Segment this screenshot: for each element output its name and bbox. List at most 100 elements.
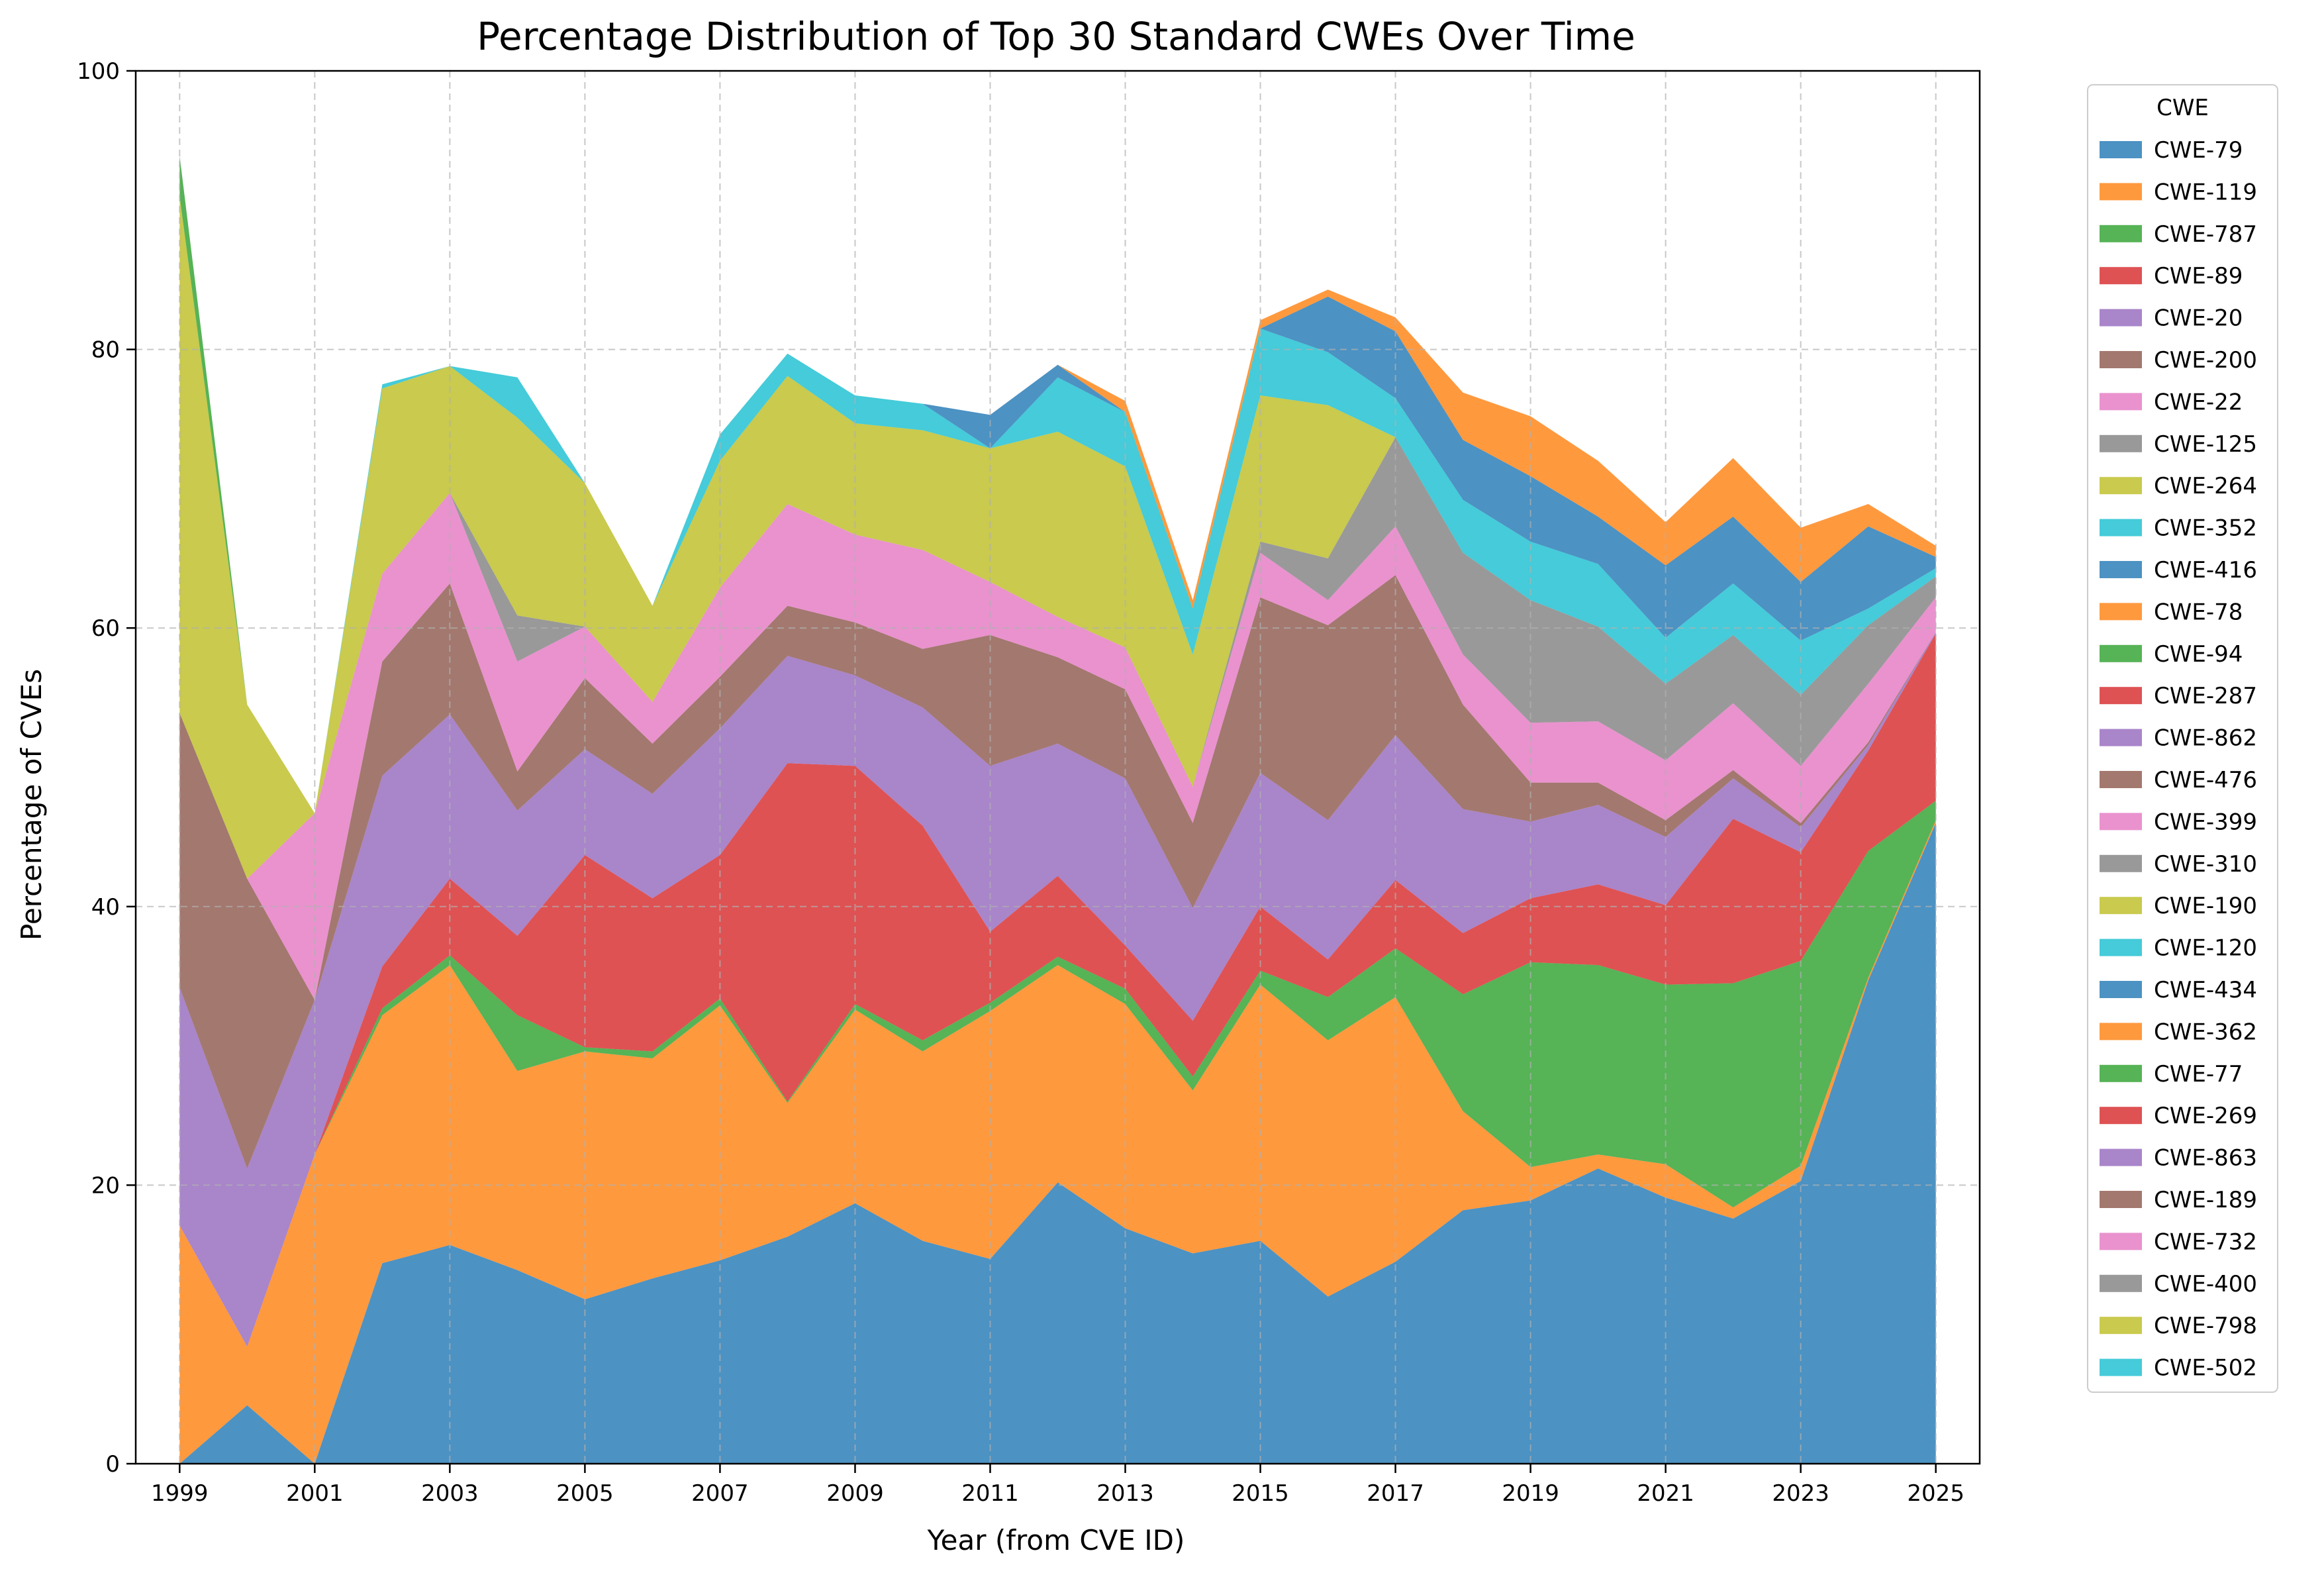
legend-swatch xyxy=(2100,1358,2142,1376)
x-tick-label: 2007 xyxy=(691,1480,749,1507)
y-tick-label: 80 xyxy=(91,337,120,364)
legend-label: CWE-863 xyxy=(2154,1145,2257,1172)
legend-swatch xyxy=(2100,1148,2142,1166)
x-tick-label: 2015 xyxy=(1232,1480,1289,1507)
legend-label: CWE-400 xyxy=(2154,1271,2257,1297)
x-tick-label: 2011 xyxy=(961,1480,1019,1507)
x-tick-label: 2019 xyxy=(1502,1480,1559,1507)
legend-label: CWE-287 xyxy=(2154,683,2257,709)
plot-frame xyxy=(134,70,1981,1465)
legend-swatch xyxy=(2100,771,2142,788)
legend-label: CWE-434 xyxy=(2154,977,2257,1003)
legend-label: CWE-20 xyxy=(2154,305,2243,332)
legend-swatch xyxy=(2100,1233,2142,1250)
legend: CWE CWE-79 CWE-119 CWE-787 CWE-89 CWE-20 CWE-2… xyxy=(2087,84,2278,1393)
y-tick-label: 20 xyxy=(91,1172,120,1199)
legend-swatch xyxy=(2100,141,2142,158)
legend-label: CWE-264 xyxy=(2154,473,2257,499)
x-tick-label: 2005 xyxy=(556,1480,614,1507)
legend-swatch xyxy=(2100,225,2142,242)
legend-label: CWE-399 xyxy=(2154,809,2257,835)
legend-label: CWE-120 xyxy=(2154,935,2257,962)
legend-label: CWE-862 xyxy=(2154,725,2257,752)
x-tick-label: 2023 xyxy=(1772,1480,1829,1507)
legend-swatch xyxy=(2100,687,2142,705)
x-axis-label: Year (from CVE ID) xyxy=(927,1524,1185,1556)
area-cwe-79 xyxy=(179,823,1936,1464)
area-cwe-264 xyxy=(179,196,1936,879)
legend-swatch xyxy=(2100,981,2142,998)
legend-label: CWE-78 xyxy=(2154,599,2243,625)
legend-swatch xyxy=(2100,938,2142,956)
x-axis: 1999 2001 2003 2005 2007 2009 2011 2013 2015 2017… xyxy=(151,1464,1964,1507)
x-tick-label: 2021 xyxy=(1637,1480,1694,1507)
y-tick-label: 0 xyxy=(105,1451,120,1478)
x-tick-label: 2003 xyxy=(421,1480,479,1507)
legend-title: CWE xyxy=(2156,95,2209,121)
legend-swatch xyxy=(2100,1191,2142,1208)
legend-swatch xyxy=(2100,183,2142,201)
area-cwe-20 xyxy=(179,632,1936,1347)
area-cwe-125 xyxy=(179,437,1936,879)
x-tick-label: 2017 xyxy=(1367,1480,1424,1507)
legend-swatch xyxy=(2100,309,2142,327)
area-cwe-119 xyxy=(179,820,1936,1464)
legend-swatch xyxy=(2100,813,2142,831)
y-tick-label: 100 xyxy=(77,58,120,85)
legend-label: CWE-798 xyxy=(2154,1313,2257,1339)
legend-label: CWE-94 xyxy=(2154,641,2243,668)
legend-label: CWE-22 xyxy=(2154,389,2243,415)
legend-label: CWE-310 xyxy=(2154,851,2257,878)
y-tick-label: 40 xyxy=(91,894,120,921)
legend-label: CWE-190 xyxy=(2154,893,2257,919)
legend-swatch xyxy=(2100,729,2142,746)
area-cwe-787 xyxy=(179,801,1936,1347)
legend-swatch xyxy=(2100,434,2142,452)
legend-label: CWE-416 xyxy=(2154,557,2257,583)
legend-swatch xyxy=(2100,519,2142,536)
legend-label: CWE-77 xyxy=(2154,1061,2243,1088)
chart-title: Percentage Distribution of Top 30 Standa… xyxy=(477,14,1635,59)
legend-label: CWE-119 xyxy=(2154,179,2257,205)
legend-label: CWE-89 xyxy=(2154,263,2243,289)
legend-label: CWE-362 xyxy=(2154,1019,2257,1045)
area-cwe-89 xyxy=(179,633,1936,1347)
legend-label: CWE-200 xyxy=(2154,347,2257,374)
legend-label: CWE-352 xyxy=(2154,515,2257,542)
legend-swatch xyxy=(2100,561,2142,578)
area-cwe-200 xyxy=(179,575,1936,1169)
legend-swatch xyxy=(2100,1064,2142,1082)
legend-label: CWE-787 xyxy=(2154,221,2257,248)
legend-label: CWE-476 xyxy=(2154,767,2257,793)
x-tick-label: 2013 xyxy=(1096,1480,1154,1507)
x-tick-label: 2001 xyxy=(286,1480,344,1507)
legend-swatch xyxy=(2100,351,2142,368)
legend-swatch xyxy=(2100,267,2142,285)
areas-layer xyxy=(179,156,1936,1464)
x-tick-label: 1999 xyxy=(151,1480,209,1507)
legend-label: CWE-502 xyxy=(2154,1355,2257,1382)
legend-label: CWE-732 xyxy=(2154,1229,2257,1255)
legend-swatch xyxy=(2100,897,2142,915)
y-tick-label: 60 xyxy=(91,615,120,642)
area-cwe-22 xyxy=(179,493,1936,1000)
area-cwe-78 xyxy=(179,196,1936,813)
legend-swatch xyxy=(2100,644,2142,662)
legend-label: CWE-125 xyxy=(2154,431,2257,458)
legend-swatch xyxy=(2100,1023,2142,1040)
legend-swatch xyxy=(2100,1107,2142,1125)
legend-swatch xyxy=(2100,477,2142,495)
legend-label: CWE-79 xyxy=(2154,137,2243,164)
legend-swatch xyxy=(2100,393,2142,411)
legend-swatch xyxy=(2100,603,2142,621)
y-axis: 0 20 40 60 80 100 xyxy=(77,58,136,1478)
x-tick-label: 2009 xyxy=(826,1480,884,1507)
legend-swatch xyxy=(2100,1274,2142,1292)
legend-label: CWE-269 xyxy=(2154,1103,2257,1129)
legend-swatch xyxy=(2100,1317,2142,1335)
legend-label: CWE-189 xyxy=(2154,1187,2257,1213)
y-axis-label: Percentage of CVEs xyxy=(15,669,48,940)
legend-swatch xyxy=(2100,854,2142,872)
